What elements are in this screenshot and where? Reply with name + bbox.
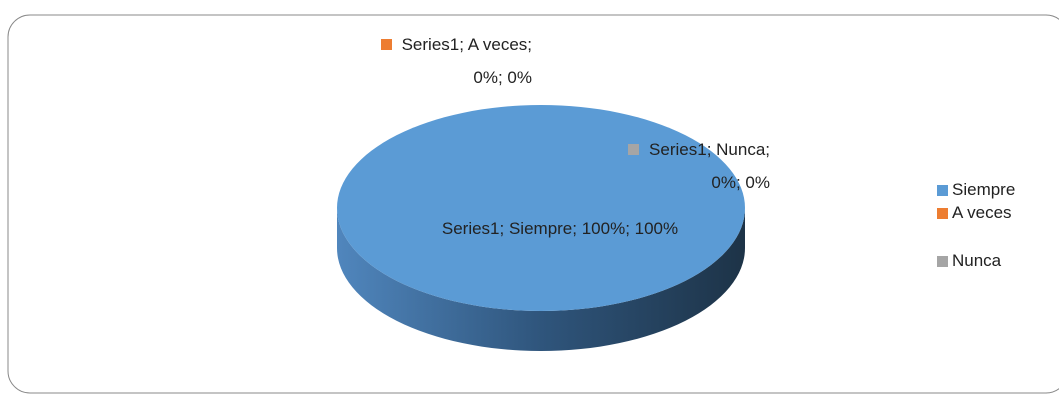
label-key bbox=[380, 39, 392, 50]
data-label: Series1; Siempre; 100%; 100% bbox=[440, 212, 680, 245]
legend-label: Nunca bbox=[952, 251, 1002, 270]
legend-swatch bbox=[937, 184, 948, 196]
data-label-text: Series1; Nunca; 0%; 0% bbox=[649, 140, 770, 192]
legend-swatch bbox=[937, 207, 948, 219]
legend-label: A veces bbox=[952, 203, 1012, 222]
data-label: Series1; A veces; 0%; 0% bbox=[372, 28, 532, 94]
legend-entry: Nunca bbox=[937, 251, 1001, 271]
legend-swatch bbox=[937, 255, 948, 267]
legend-entry: Siempre bbox=[937, 180, 1015, 200]
chart-frame bbox=[7, 14, 1059, 394]
legend-entry: A veces bbox=[937, 203, 1012, 223]
slice bbox=[337, 105, 745, 311]
label-key bbox=[628, 144, 640, 155]
slice-side bbox=[337, 208, 745, 351]
legend-label: Siempre bbox=[952, 180, 1016, 199]
data-label-text: Series1; A veces; 0%; 0% bbox=[401, 35, 532, 87]
data-label: Series1; Nunca; 0%; 0% bbox=[606, 133, 770, 199]
data-label-text: Series1; Siempre; 100%; 100% bbox=[441, 219, 679, 238]
